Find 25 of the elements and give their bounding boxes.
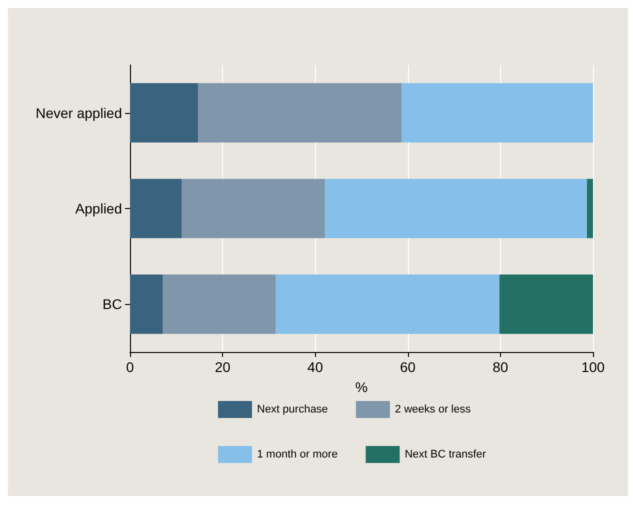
y-tick-label: Applied	[75, 200, 122, 216]
x-tick-label: 0	[126, 359, 134, 375]
x-tick-label: 60	[400, 359, 416, 375]
x-tick-label: 100	[581, 359, 605, 375]
bar	[324, 178, 587, 238]
bar	[198, 83, 402, 142]
legend-label: Next BC transfer	[404, 448, 486, 460]
bar	[130, 83, 198, 142]
bar	[586, 178, 593, 238]
bar	[130, 274, 163, 334]
x-axis-title: %	[355, 379, 368, 395]
bar	[182, 178, 325, 238]
bar	[499, 274, 593, 334]
y-tick-label: BC	[102, 296, 122, 312]
x-tick-label: 20	[214, 359, 231, 375]
y-tick-label: Never applied	[36, 104, 122, 121]
bar	[162, 274, 276, 334]
legend-label: 2 weeks or less	[394, 404, 472, 416]
bar	[276, 274, 500, 334]
x-tick-label: 40	[307, 359, 324, 375]
bar	[402, 83, 593, 142]
bar	[130, 178, 182, 238]
x-tick-label: 80	[492, 359, 508, 375]
legend-label: 1 month or more	[257, 448, 338, 460]
legend-label: Next purchase	[257, 404, 328, 416]
